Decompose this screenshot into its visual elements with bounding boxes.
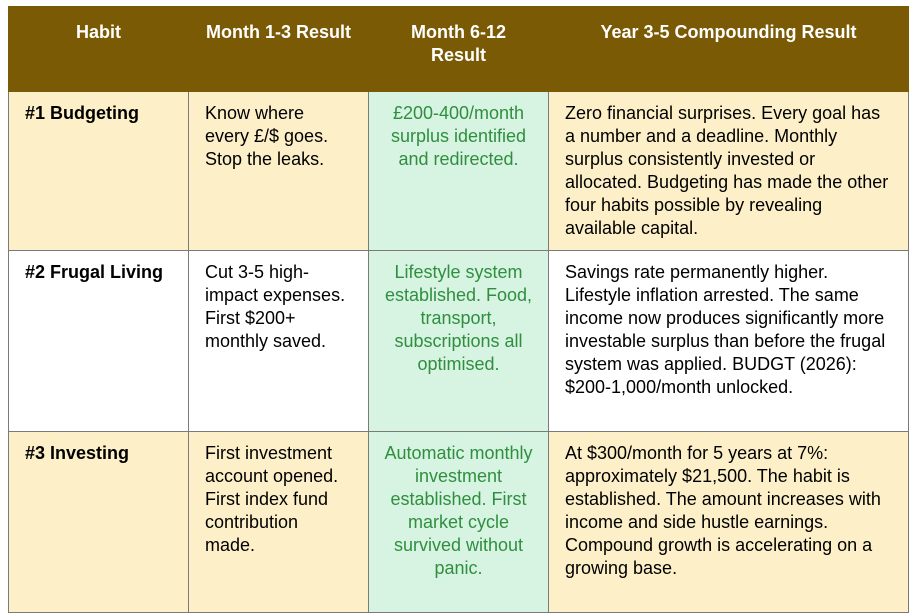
- habit-name: #3 Investing: [8, 431, 189, 613]
- header-row: Habit Month 1-3 Result Month 6-12 Result…: [8, 6, 909, 92]
- result-cell: Savings rate permanently higher. Lifesty…: [548, 250, 909, 432]
- result-cell: Automatic monthly investment established…: [368, 431, 549, 613]
- result-cell: Cut 3-5 high-impact expenses. First $200…: [188, 250, 369, 432]
- header-cell: Habit: [8, 6, 189, 92]
- header-cell: Month 1-3 Result: [188, 6, 369, 92]
- result-cell: Lifestyle system established. Food, tran…: [368, 250, 549, 432]
- result-cell: First investment account opened. First i…: [188, 431, 369, 613]
- table-row: #1 Budgeting Know where every £/$ goes. S…: [8, 91, 909, 251]
- result-cell: At $300/month for 5 years at 7%: approxi…: [548, 431, 909, 613]
- result-cell: Know where every £/$ goes. Stop the leak…: [188, 91, 369, 251]
- result-cell: £200-400/month surplus identified and re…: [368, 91, 549, 251]
- habit-name: #1 Budgeting: [8, 91, 189, 251]
- habit-table: Habit Month 1-3 Result Month 6-12 Result…: [8, 6, 909, 613]
- table-row: #3 Investing First investment account ope…: [8, 431, 909, 613]
- table-body: #1 Budgeting Know where every £/$ goes. S…: [8, 91, 909, 613]
- result-cell: Zero financial surprises. Every goal has…: [548, 91, 909, 251]
- habit-name: #2 Frugal Living: [8, 250, 189, 432]
- header-cell: Year 3-5 Compounding Result: [548, 6, 909, 92]
- table-row: #2 Frugal Living Cut 3-5 high-impact expe…: [8, 250, 909, 432]
- header-cell: Month 6-12 Result: [368, 6, 549, 92]
